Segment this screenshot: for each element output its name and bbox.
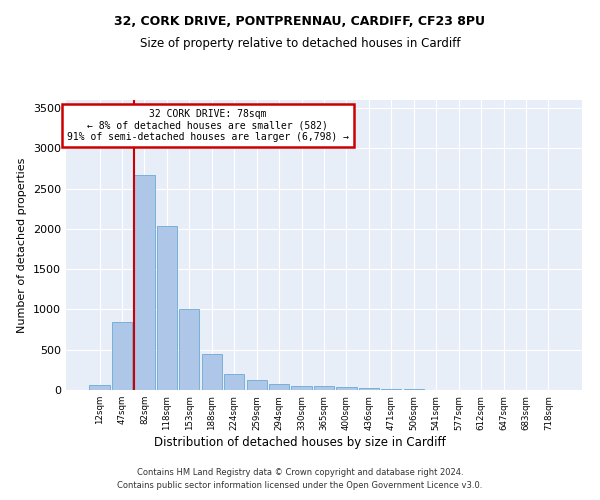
Text: Contains HM Land Registry data © Crown copyright and database right 2024.: Contains HM Land Registry data © Crown c… bbox=[137, 468, 463, 477]
Bar bbox=[202, 354, 222, 390]
Text: Contains public sector information licensed under the Open Government Licence v3: Contains public sector information licen… bbox=[118, 482, 482, 490]
Bar bbox=[269, 384, 289, 390]
Bar bbox=[179, 310, 199, 390]
Text: Distribution of detached houses by size in Cardiff: Distribution of detached houses by size … bbox=[154, 436, 446, 449]
Bar bbox=[134, 175, 155, 390]
Bar bbox=[314, 386, 334, 390]
Bar bbox=[89, 385, 110, 390]
Bar bbox=[337, 387, 356, 390]
Bar bbox=[112, 322, 132, 390]
Bar bbox=[404, 389, 424, 390]
Bar bbox=[157, 226, 177, 390]
Y-axis label: Number of detached properties: Number of detached properties bbox=[17, 158, 28, 332]
Bar bbox=[224, 374, 244, 390]
Bar bbox=[247, 380, 267, 390]
Bar bbox=[359, 388, 379, 390]
Text: Size of property relative to detached houses in Cardiff: Size of property relative to detached ho… bbox=[140, 38, 460, 51]
Text: 32, CORK DRIVE, PONTPRENNAU, CARDIFF, CF23 8PU: 32, CORK DRIVE, PONTPRENNAU, CARDIFF, CF… bbox=[115, 15, 485, 28]
Bar bbox=[381, 389, 401, 390]
Bar bbox=[292, 386, 311, 390]
Text: 32 CORK DRIVE: 78sqm
← 8% of detached houses are smaller (582)
91% of semi-detac: 32 CORK DRIVE: 78sqm ← 8% of detached ho… bbox=[67, 108, 349, 142]
